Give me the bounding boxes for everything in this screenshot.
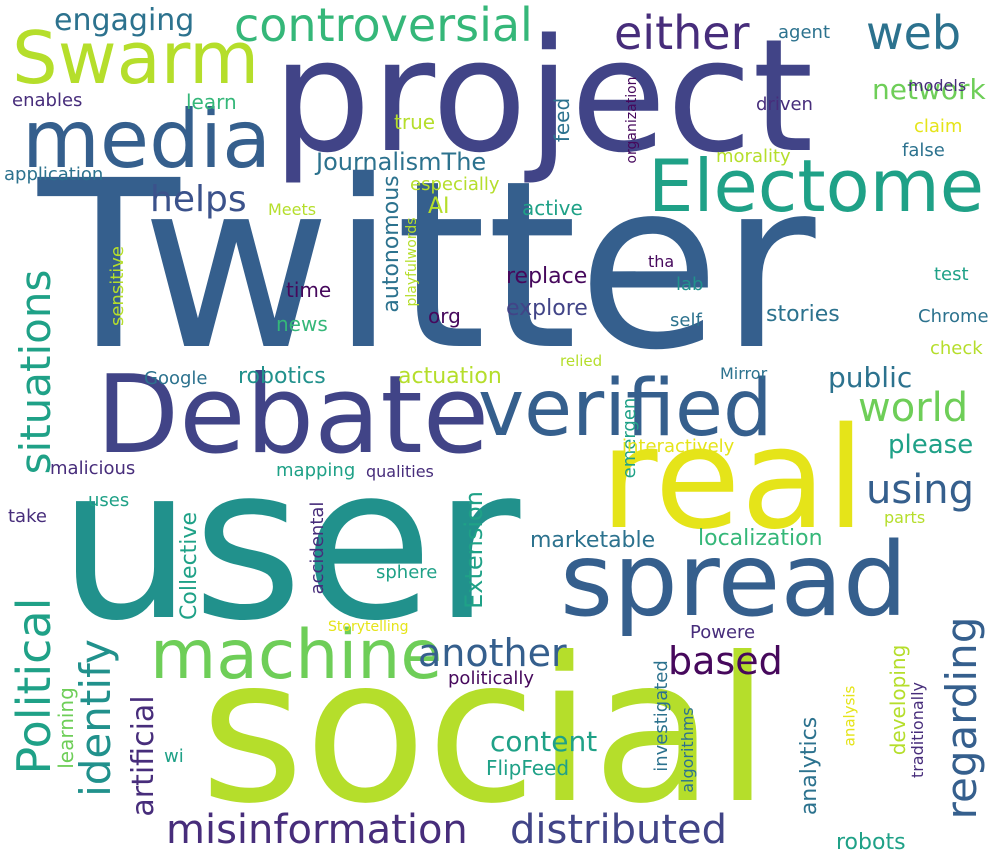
word-sensitive: sensitive xyxy=(107,245,128,327)
word-verified: verified xyxy=(478,364,773,454)
word-investigated: investigated xyxy=(651,660,672,772)
word-self: self xyxy=(670,310,702,331)
word-organization: organization xyxy=(624,76,640,164)
word-interactively: interactively xyxy=(622,436,735,457)
word-misinformation: misinformation xyxy=(166,807,468,853)
word-social: social xyxy=(200,615,771,848)
word-feed: feed xyxy=(550,97,574,143)
word-please: please xyxy=(888,430,974,460)
word-models: models xyxy=(908,76,967,95)
word-using: using xyxy=(866,467,975,513)
word-meets: Meets xyxy=(268,200,317,219)
word-politically: politically xyxy=(448,668,535,689)
word-analysis: analysis xyxy=(840,685,859,747)
word-distributed: distributed xyxy=(510,807,728,853)
word-morality: morality xyxy=(716,146,791,167)
word-wi: wi xyxy=(164,746,184,767)
word-check: check xyxy=(930,338,983,359)
word-public: public xyxy=(828,361,913,394)
word-collective: Collective xyxy=(177,512,202,620)
word-spread: spread xyxy=(560,521,908,640)
word-explore: explore xyxy=(506,296,588,321)
word-ai: AI xyxy=(428,194,450,219)
word-powere: Powere xyxy=(690,622,756,643)
word-electome: Electome xyxy=(648,144,985,228)
word-qualities: qualities xyxy=(366,462,434,481)
word-regarding: regarding xyxy=(937,616,986,820)
word-lab: lab xyxy=(676,274,704,295)
word-flipfeed: FlipFeed xyxy=(486,756,570,780)
word-enables: enables xyxy=(12,90,83,111)
word-marketable: marketable xyxy=(530,528,656,553)
word-actuation: actuation xyxy=(398,364,502,389)
word-driven: driven xyxy=(756,94,813,115)
word-agent: agent xyxy=(778,22,830,43)
word-stories: stories xyxy=(766,302,840,327)
word-parts: parts xyxy=(884,508,926,527)
word-algorithms: algorithms xyxy=(678,707,697,793)
word-robots: robots xyxy=(836,830,906,855)
word-replace: replace xyxy=(506,264,588,289)
word-tha: tha xyxy=(648,252,675,271)
word-extension: Extension xyxy=(460,491,488,609)
word-relied: relied xyxy=(560,352,603,370)
word-project: project xyxy=(272,5,814,187)
word-claim: claim xyxy=(914,116,963,137)
word-swarm: Swarm xyxy=(12,16,260,100)
word-controversial: controversial xyxy=(234,0,533,52)
word-content: content xyxy=(490,725,598,758)
word-accidental: accidental xyxy=(307,501,328,595)
word-twitter: Twitter xyxy=(38,131,816,401)
word-analytics: analytics xyxy=(797,716,822,816)
word-news: news xyxy=(276,312,328,336)
word-mirror: Mirror xyxy=(720,364,768,383)
word-user: user xyxy=(58,420,521,667)
word-political: Political xyxy=(7,597,61,775)
word-engaging: engaging xyxy=(54,3,195,38)
word-network: network xyxy=(872,73,986,106)
word-robotics: robotics xyxy=(238,364,326,389)
word-artificial: artificial xyxy=(126,695,161,817)
word-true: true xyxy=(394,110,436,134)
word-localization: localization xyxy=(698,526,823,551)
word-autonomous: autonomous xyxy=(379,175,404,313)
word-time: time xyxy=(286,278,332,302)
word-traditionally: traditionally xyxy=(908,681,927,779)
word-developing: developing xyxy=(886,644,910,756)
word-application: application xyxy=(4,164,104,185)
word-playfulwords: playfulwords xyxy=(404,217,420,307)
word-journalismthe: JournalismThe xyxy=(316,148,487,176)
word-situations: situations xyxy=(11,269,60,475)
word-debate: Debate xyxy=(96,353,490,478)
word-helps: helps xyxy=(150,179,247,220)
word-false: false xyxy=(902,140,945,161)
word-malicious: malicious xyxy=(50,458,136,479)
word-web: web xyxy=(866,6,962,60)
word-take: take xyxy=(8,506,47,527)
word-world: world xyxy=(858,385,969,431)
word-real: real xyxy=(600,398,866,561)
word-org: org xyxy=(428,304,461,328)
word-mapping: mapping xyxy=(276,460,356,481)
word-storytelling: Storytelling xyxy=(328,619,409,635)
word-google: Google xyxy=(144,368,208,389)
word-sphere: sphere xyxy=(376,562,438,583)
word-test: test xyxy=(934,264,969,285)
word-learn: learn xyxy=(186,90,237,114)
word-based: based xyxy=(668,639,783,683)
word-chrome: Chrome xyxy=(918,306,989,327)
word-either: either xyxy=(614,6,750,60)
word-media: media xyxy=(22,93,272,186)
word-another: another xyxy=(418,631,567,675)
word-uses: uses xyxy=(88,490,130,511)
word-identify: identify xyxy=(71,639,120,797)
word-active: active xyxy=(522,196,583,220)
word-learning: learning xyxy=(54,687,78,769)
word-especially: especially xyxy=(410,174,500,195)
word-machine: machine xyxy=(150,616,443,695)
